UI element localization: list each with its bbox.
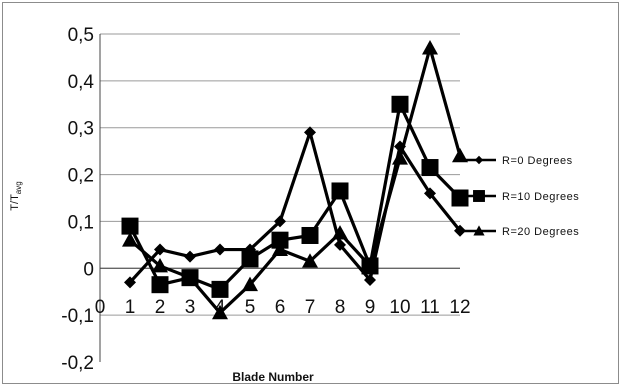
data-point-square bbox=[451, 189, 469, 207]
x-tick-label: 9 bbox=[365, 297, 376, 318]
legend-item: R=10 Degrees bbox=[462, 190, 579, 203]
legend: R=0 Degrees R=10 Degrees R=20 Degrees bbox=[462, 155, 579, 238]
data-point-triangle bbox=[332, 225, 348, 240]
legend-item: R=0 Degrees bbox=[462, 155, 573, 167]
y-tick-label: 0,4 bbox=[68, 72, 95, 93]
data-point-triangle bbox=[242, 276, 258, 292]
data-point-diamond bbox=[454, 224, 466, 237]
series-line bbox=[128, 130, 462, 284]
data-point-triangle bbox=[212, 304, 228, 320]
x-tick-label: 10 bbox=[389, 297, 410, 318]
data-point-triangle bbox=[302, 253, 318, 268]
y-tick-label: -0,1 bbox=[61, 306, 94, 327]
data-point-square bbox=[151, 276, 169, 294]
y-tick-label: 0,1 bbox=[68, 212, 94, 233]
series-diamond bbox=[124, 126, 466, 289]
data-point-triangle bbox=[122, 232, 138, 247]
data-point-square bbox=[211, 280, 229, 298]
x-tick-label: 8 bbox=[335, 297, 346, 318]
x-tick-label: 1 bbox=[125, 297, 136, 318]
y-axis-title-sub: avg bbox=[14, 181, 23, 194]
y-tick-label: 0,5 bbox=[68, 25, 94, 46]
y-tick-label: -0,2 bbox=[61, 353, 94, 374]
data-point-triangle bbox=[452, 147, 468, 163]
data-point-diamond bbox=[274, 215, 286, 228]
chart-frame bbox=[2, 2, 619, 384]
data-point-square bbox=[331, 182, 349, 200]
data-point-diamond bbox=[124, 276, 136, 289]
data-point-diamond bbox=[424, 187, 436, 200]
legend-marker-diamond bbox=[474, 155, 484, 165]
legend-marker-triangle bbox=[473, 225, 485, 236]
y-axis-title-main: T/T bbox=[9, 194, 21, 211]
x-tick-label: 12 bbox=[449, 297, 470, 318]
x-tick-label: 2 bbox=[155, 297, 166, 318]
series-square bbox=[121, 95, 469, 298]
series-line bbox=[128, 46, 462, 315]
data-point-diamond bbox=[184, 250, 196, 263]
series-triangle bbox=[122, 40, 468, 320]
data-point-triangle bbox=[422, 40, 438, 55]
x-tick-label: 7 bbox=[305, 297, 316, 318]
legend-label: R=0 Degrees bbox=[502, 155, 573, 167]
data-point-diamond bbox=[304, 126, 316, 139]
series-line bbox=[128, 102, 462, 291]
x-axis-title: Blade Number bbox=[232, 370, 314, 384]
x-tick-label: 5 bbox=[245, 297, 256, 318]
legend-label: R=10 Degrees bbox=[502, 191, 579, 203]
y-tick-label: 0,3 bbox=[68, 119, 94, 140]
data-point-triangle bbox=[362, 257, 378, 273]
data-point-triangle bbox=[392, 150, 408, 165]
y-tick-label: 0 bbox=[83, 259, 94, 280]
data-point-square bbox=[421, 159, 439, 177]
data-point-square bbox=[301, 226, 319, 244]
data-point-diamond bbox=[214, 243, 226, 256]
data-point-square bbox=[241, 250, 259, 268]
data-point-square bbox=[391, 95, 409, 113]
x-tick-label: 3 bbox=[185, 297, 196, 318]
x-tick-label: 11 bbox=[420, 297, 440, 318]
legend-label: R=20 Degrees bbox=[502, 226, 579, 238]
x-tick-label: 6 bbox=[275, 297, 286, 318]
legend-item: R=20 Degrees bbox=[462, 225, 579, 238]
x-tick-label: 0 bbox=[95, 297, 106, 318]
data-point-diamond bbox=[364, 274, 376, 286]
data-point-diamond bbox=[154, 243, 166, 256]
y-tick-label: 0,2 bbox=[68, 166, 94, 187]
series-layer bbox=[121, 40, 469, 320]
legend-marker-square bbox=[473, 190, 485, 202]
data-point-triangle bbox=[152, 257, 168, 273]
data-point-triangle bbox=[272, 241, 288, 256]
data-point-diamond bbox=[334, 238, 346, 251]
data-point-square bbox=[271, 231, 289, 249]
y-tick-labels: 0,5 0,4 0,3 0,2 0,1 0 -0,1 -0,2 bbox=[61, 25, 94, 374]
data-point-square bbox=[121, 217, 139, 235]
y-axis-title: T/Tavg bbox=[9, 181, 23, 210]
data-point-triangle bbox=[182, 269, 198, 285]
